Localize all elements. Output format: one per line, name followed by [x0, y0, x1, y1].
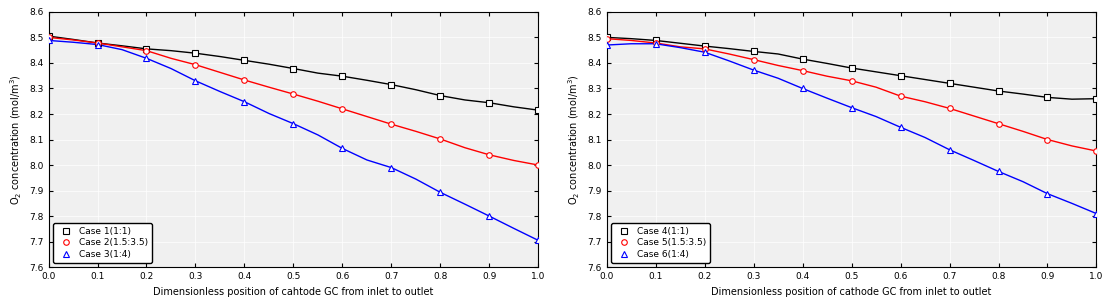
Case 5(1.5:3.5): [992, 122, 1005, 126]
Case 1(1:1): [91, 41, 105, 45]
X-axis label: Dimensionless position of cathode GC from inlet to outlet: Dimensionless position of cathode GC fro…: [712, 287, 992, 297]
Case 1(1:1): [238, 59, 251, 62]
Legend: Case 4(1:1), Case 5(1.5:3.5), Case 6(1:4): Case 4(1:1), Case 5(1.5:3.5), Case 6(1:4…: [612, 223, 711, 263]
Case 6(1:4): [943, 148, 956, 152]
Case 3(1:4): [434, 191, 447, 194]
Case 1(1:1): [434, 94, 447, 97]
Case 2(1.5:3.5): [434, 137, 447, 141]
Line: Case 4(1:1): Case 4(1:1): [604, 34, 1100, 102]
Case 4(1:1): [894, 74, 907, 77]
Case 1(1:1): [140, 47, 153, 51]
Case 1(1:1): [483, 101, 496, 105]
Y-axis label: O$_2$ concentration (mol/m$^3$): O$_2$ concentration (mol/m$^3$): [8, 74, 23, 205]
Case 5(1.5:3.5): [894, 94, 907, 98]
Case 2(1.5:3.5): [336, 107, 349, 111]
Case 1(1:1): [42, 34, 56, 38]
Case 1(1:1): [287, 67, 300, 70]
Case 4(1:1): [1090, 97, 1103, 101]
Case 4(1:1): [943, 81, 956, 85]
Case 2(1.5:3.5): [532, 163, 545, 167]
Line: Case 5(1.5:3.5): Case 5(1.5:3.5): [604, 36, 1100, 154]
Case 3(1:4): [140, 56, 153, 60]
Case 3(1:4): [189, 79, 202, 83]
Case 2(1.5:3.5): [42, 36, 56, 39]
Case 6(1:4): [649, 42, 663, 45]
Case 1(1:1): [336, 74, 349, 78]
Case 6(1:4): [796, 87, 810, 90]
Case 6(1:4): [845, 106, 858, 109]
Case 5(1.5:3.5): [796, 69, 810, 72]
Case 6(1:4): [698, 50, 712, 54]
Line: Case 3(1:4): Case 3(1:4): [46, 38, 542, 243]
Y-axis label: O$_2$ concentration (mol/m$^3$): O$_2$ concentration (mol/m$^3$): [566, 74, 582, 205]
Line: Case 1(1:1): Case 1(1:1): [46, 33, 542, 113]
Case 3(1:4): [42, 39, 56, 42]
Case 3(1:4): [336, 147, 349, 150]
Case 4(1:1): [600, 36, 614, 39]
Case 4(1:1): [698, 44, 712, 48]
Case 6(1:4): [1041, 192, 1054, 196]
Case 5(1.5:3.5): [649, 41, 663, 45]
Case 2(1.5:3.5): [91, 41, 105, 45]
Legend: Case 1(1:1), Case 2(1.5:3.5), Case 3(1:4): Case 1(1:1), Case 2(1.5:3.5), Case 3(1:4…: [53, 223, 152, 263]
Case 4(1:1): [649, 39, 663, 42]
Case 4(1:1): [992, 89, 1005, 93]
Case 5(1.5:3.5): [943, 106, 956, 110]
Case 1(1:1): [385, 83, 398, 86]
Case 1(1:1): [189, 51, 202, 55]
Case 5(1.5:3.5): [747, 58, 761, 61]
Case 6(1:4): [1090, 212, 1103, 215]
Case 4(1:1): [796, 57, 810, 61]
Case 6(1:4): [894, 125, 907, 129]
Case 2(1.5:3.5): [483, 153, 496, 157]
Case 3(1:4): [91, 43, 105, 46]
Case 5(1.5:3.5): [1041, 138, 1054, 142]
Case 6(1:4): [747, 68, 761, 72]
Case 2(1.5:3.5): [140, 49, 153, 52]
Case 2(1.5:3.5): [189, 63, 202, 66]
Case 4(1:1): [747, 50, 761, 53]
X-axis label: Dimensionless position of cahtode GC from inlet to outlet: Dimensionless position of cahtode GC fro…: [153, 287, 434, 297]
Case 4(1:1): [845, 66, 858, 70]
Case 6(1:4): [600, 43, 614, 47]
Case 6(1:4): [992, 170, 1005, 173]
Case 5(1.5:3.5): [845, 79, 858, 83]
Case 3(1:4): [532, 239, 545, 242]
Case 2(1.5:3.5): [287, 92, 300, 96]
Case 3(1:4): [287, 122, 300, 126]
Case 5(1.5:3.5): [1090, 149, 1103, 153]
Case 3(1:4): [238, 100, 251, 104]
Case 2(1.5:3.5): [238, 78, 251, 82]
Case 2(1.5:3.5): [385, 122, 398, 126]
Line: Case 6(1:4): Case 6(1:4): [604, 41, 1100, 216]
Case 3(1:4): [483, 214, 496, 218]
Case 1(1:1): [532, 108, 545, 112]
Case 4(1:1): [1041, 95, 1054, 99]
Case 5(1.5:3.5): [600, 37, 614, 41]
Case 3(1:4): [385, 166, 398, 170]
Case 5(1.5:3.5): [698, 47, 712, 51]
Line: Case 2(1.5:3.5): Case 2(1.5:3.5): [46, 34, 542, 168]
